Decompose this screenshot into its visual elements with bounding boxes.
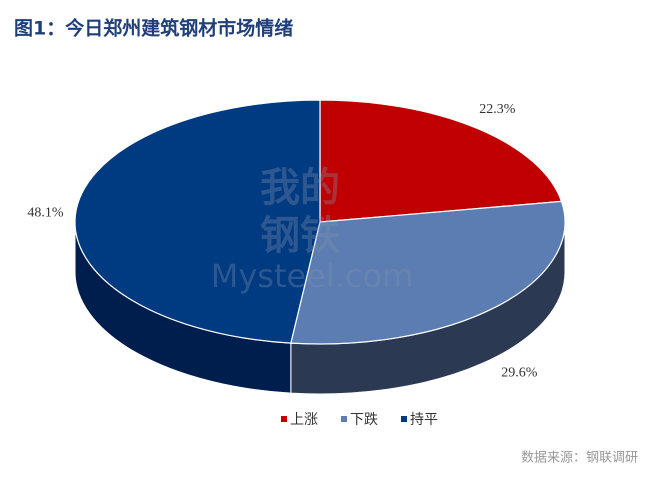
legend-swatch	[281, 416, 287, 422]
pie-slice	[74, 99, 321, 344]
data-label: 48.1%	[27, 205, 64, 220]
watermark: Mysteel.com	[211, 257, 414, 295]
data-label: 29.6%	[501, 366, 538, 381]
legend-swatch	[401, 416, 407, 422]
watermark: 我的	[260, 165, 340, 210]
watermark: 钢铁	[260, 213, 340, 258]
legend-label: 持平	[410, 412, 438, 428]
data-label: 22.3%	[479, 102, 516, 117]
legend-swatch	[341, 416, 347, 422]
pie	[74, 99, 566, 395]
pie-slice	[319, 99, 563, 223]
pie-slice	[290, 200, 566, 345]
legend-label: 上涨	[290, 412, 318, 428]
chart-title: 图1：今日郑州建筑钢材市场情绪	[14, 17, 293, 40]
legend-label: 下跌	[350, 412, 378, 428]
source-note: 数据来源：钢联调研	[521, 451, 638, 466]
